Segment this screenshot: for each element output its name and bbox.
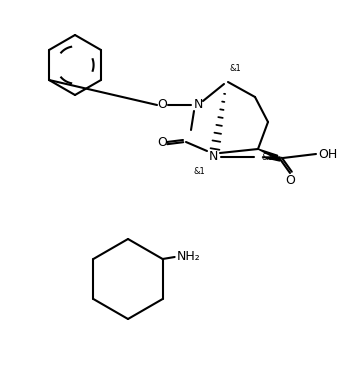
Text: O: O [157, 98, 167, 112]
Text: &1: &1 [230, 64, 242, 73]
Polygon shape [262, 157, 280, 161]
Polygon shape [258, 149, 278, 159]
Text: OH: OH [318, 148, 337, 160]
Text: NH₂: NH₂ [176, 251, 201, 264]
Text: N: N [208, 150, 218, 164]
Text: O: O [157, 137, 167, 149]
Text: O: O [285, 174, 295, 188]
Text: &1: &1 [193, 167, 205, 176]
Text: &1: &1 [262, 153, 274, 162]
Text: N: N [193, 98, 203, 112]
